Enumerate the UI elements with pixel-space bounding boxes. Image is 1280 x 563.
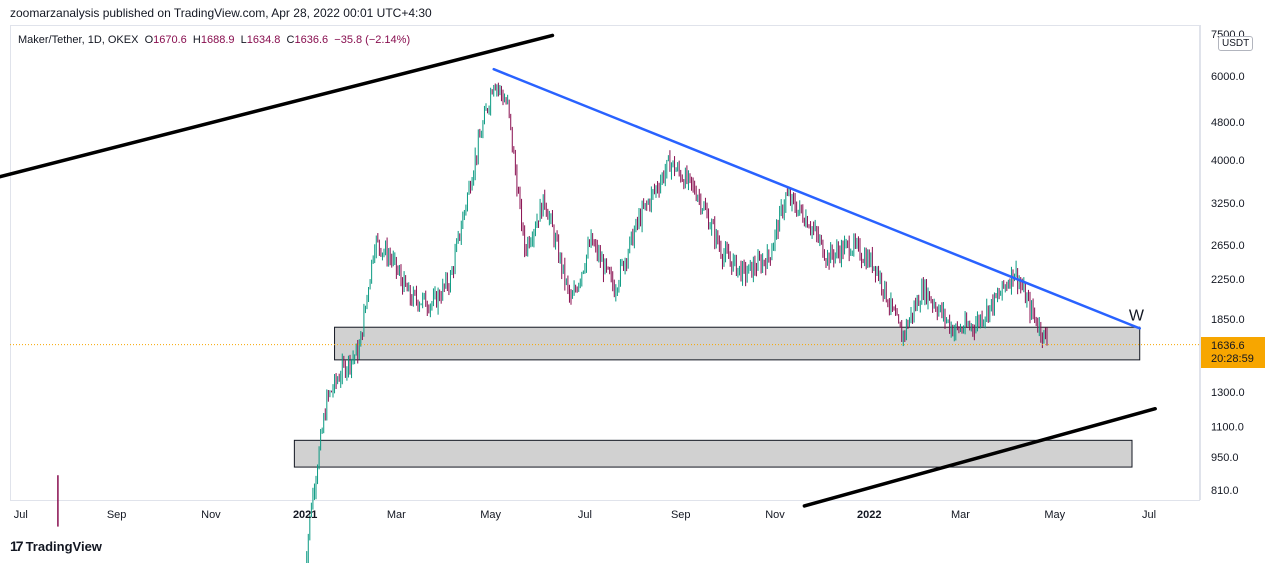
x-tick-label: Mar	[951, 509, 970, 521]
symbol-legend: Maker/Tether, 1D, OKEX O1670.6 H1688.9 L…	[18, 34, 410, 46]
y-tick-label: 1100.0	[1211, 422, 1244, 434]
legend-open-label: O	[144, 34, 154, 46]
y-tick-label: 4800.0	[1211, 117, 1245, 129]
x-tick-label: Sep	[107, 509, 127, 521]
legend-low-label: L	[240, 34, 247, 46]
trendline-2	[492, 67, 1141, 330]
price-scale-separator	[1200, 25, 1201, 500]
legend-close: 1636.6	[294, 34, 329, 46]
last-price: 1636.6	[1211, 340, 1245, 352]
x-tick-label: 2021	[293, 509, 317, 521]
x-tick-label: 2022	[857, 509, 881, 521]
trendline-1	[0, 33, 555, 179]
legend-low: 1634.8	[246, 34, 281, 46]
legend-high: 1688.9	[200, 34, 235, 46]
publisher-line: zoomarzanalysis published on TradingView…	[10, 6, 432, 20]
legend-close-label: C	[286, 34, 295, 46]
x-tick-label: Sep	[671, 509, 691, 521]
x-tick-label: May	[480, 509, 501, 521]
legend-high-label: H	[192, 34, 201, 46]
bar-countdown: 20:28:59	[1211, 353, 1254, 365]
support-zone-1	[334, 326, 1141, 361]
x-tick-label: Nov	[765, 509, 785, 521]
legend-symbol: Maker/Tether, 1D, OKEX	[18, 34, 139, 46]
footer-brand: TradingView	[25, 538, 102, 554]
y-tick-label: 6000.0	[1211, 71, 1245, 83]
time-scale-separator	[10, 500, 1200, 501]
legend-open: 1670.6	[153, 34, 187, 46]
y-tick-label: 4000.0	[1211, 155, 1245, 167]
support-zone-2	[293, 439, 1133, 468]
x-tick-label: Mar	[387, 509, 406, 521]
x-tick-label: Jul	[578, 509, 592, 521]
trendline-3	[802, 406, 1157, 508]
tradingview-logo-icon: 17	[10, 538, 24, 554]
y-tick-label: 1300.0	[1211, 387, 1245, 399]
legend-change: −35.8 (−2.14%)	[334, 34, 411, 46]
x-tick-label: Jul	[1142, 509, 1156, 521]
tradingview-logo[interactable]: 17 TradingView	[10, 538, 102, 554]
y-tick-label: 810.0	[1211, 485, 1239, 497]
last-price-tag: 1636.6 20:28:59	[1201, 337, 1265, 368]
x-tick-label: Nov	[201, 509, 221, 521]
chart-pane[interactable]	[10, 25, 1200, 500]
y-tick-label: 3250.0	[1211, 198, 1245, 210]
currency-badge[interactable]: USDT	[1218, 36, 1254, 51]
y-tick-label: 950.0	[1211, 452, 1239, 464]
y-tick-label: 2650.0	[1211, 240, 1245, 252]
y-tick-label: 2250.0	[1211, 274, 1245, 286]
x-tick-label: May	[1044, 509, 1065, 521]
y-tick-label: 1850.0	[1211, 314, 1245, 326]
annotation-w: W	[1129, 307, 1145, 324]
x-tick-label: Jul	[14, 509, 28, 521]
